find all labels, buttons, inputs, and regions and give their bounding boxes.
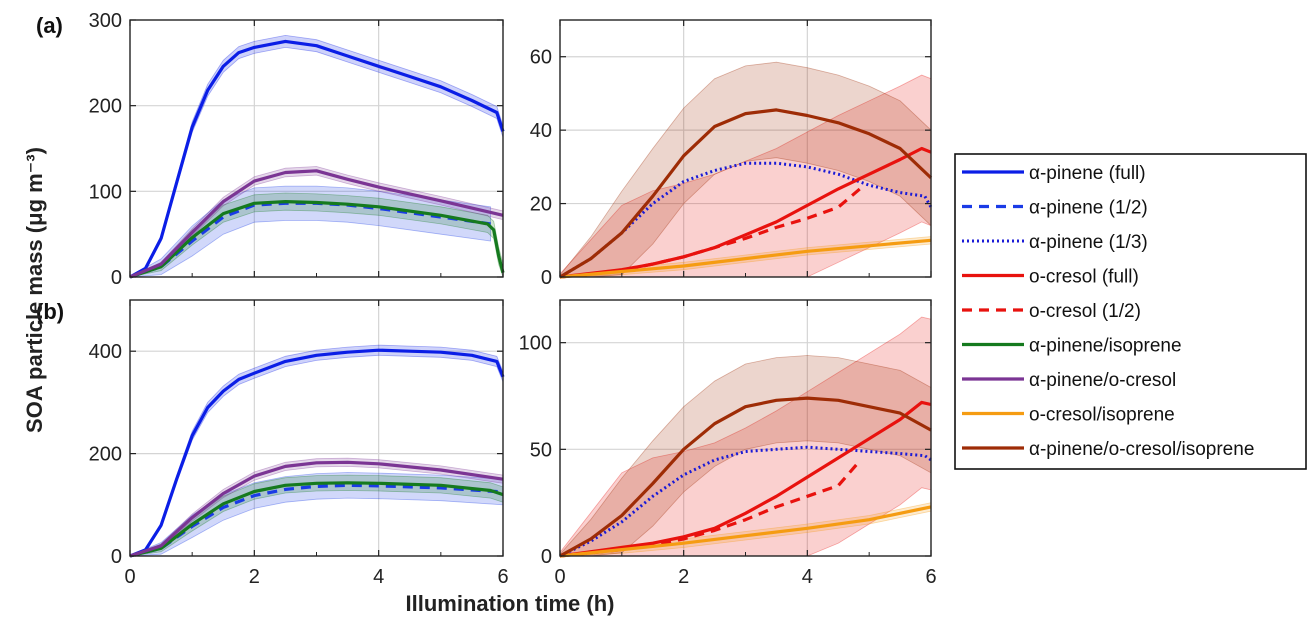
y-tick-label: 200 (89, 444, 122, 466)
series-line-oc_full (559, 400, 932, 558)
legend-label: o-cresol (1/2) (1029, 301, 1141, 322)
legend-entry-oc_iso: o-cresol/isoprene (962, 405, 1175, 426)
legend-entry-ap_oc_iso: α-pinene/o-cresol/isoprene (962, 439, 1254, 460)
y-tick-label: 200 (89, 96, 122, 118)
y-tick-label: 100 (519, 333, 552, 355)
legend-label: α-pinene/isoprene (1029, 336, 1182, 357)
legend-label: o-cresol (full) (1029, 267, 1139, 288)
x-axis-title: Illumination time (h) (406, 591, 615, 616)
legend-label: α-pinene/o-cresol/isoprene (1029, 439, 1254, 460)
legend-entry-oc_half: o-cresol (1/2) (962, 301, 1141, 322)
x-tick-label: 6 (497, 566, 508, 588)
legend-entry-ap_full: α-pinene (full) (962, 163, 1146, 184)
legend-entry-ap_half: α-pinene (1/2) (962, 198, 1148, 219)
series-line-ap_third (559, 445, 932, 558)
legend-label: α-pinene (1/2) (1029, 198, 1148, 219)
y-tick-label: 20 (530, 194, 552, 216)
y-tick-label: 0 (541, 546, 552, 568)
y-tick-label: 0 (541, 267, 552, 289)
series-line-ap_full (129, 348, 505, 558)
panel-label-b: (b) (36, 299, 64, 324)
series-line-ap_half (129, 201, 491, 279)
x-tick-label: 0 (124, 566, 135, 588)
plot-background (130, 300, 503, 556)
y-tick-label: 0 (111, 267, 122, 289)
legend-label: α-pinene (1/3) (1029, 232, 1148, 253)
series-line-ap_third (559, 161, 933, 279)
legend-label: α-pinene/o-cresol (1029, 370, 1176, 391)
y-tick-label: 50 (530, 439, 552, 461)
series-line-oc_iso (559, 505, 932, 558)
y-tick-label: 100 (89, 181, 122, 203)
series-line-ap_iso (129, 200, 505, 279)
plot-panel-1: 0 20 40 60 (530, 19, 933, 289)
legend: α-pinene (full) α-pinene (1/2) α-pinene (1… (954, 153, 1307, 470)
series-line-oc_iso (559, 238, 932, 279)
x-tick-label: 0 (554, 566, 565, 588)
legend-entry-ap_oc: α-pinene/o-cresol (962, 370, 1176, 391)
series-line-ap_oc (129, 169, 504, 279)
x-tick-label: 4 (373, 566, 384, 588)
y-axis-title: SOA particle mass (μg m⁻³) (22, 147, 47, 433)
y-tick-label: 40 (530, 120, 552, 142)
plot-panel-2: 0 2 4 6 0 200 400 (89, 299, 509, 588)
legend-items: α-pinene (full) α-pinene (1/2) α-pinene (1… (962, 163, 1254, 460)
y-tick-label: 60 (530, 47, 552, 69)
series-line-oc_full (559, 146, 932, 279)
panel-label-a: (a) (36, 13, 63, 38)
plot-panel-3: 0 2 4 6 0 50 100 (519, 299, 937, 588)
plot-panel-0: 0 100 200 300 (89, 10, 505, 289)
legend-label: o-cresol/isoprene (1029, 405, 1175, 426)
y-tick-label: 400 (89, 341, 122, 363)
legend-entry-oc_full: o-cresol (full) (962, 267, 1139, 288)
series-line-ap_oc_iso (559, 396, 932, 558)
series-line-ap_oc_iso (559, 108, 933, 279)
legend-entry-ap_third: α-pinene (1/3) (962, 232, 1148, 253)
x-tick-label: 2 (249, 566, 260, 588)
legend-entry-ap_iso: α-pinene/isoprene (962, 336, 1182, 357)
series-line-ap_oc (129, 460, 504, 558)
series-line-ap_full (129, 39, 505, 279)
x-tick-label: 2 (678, 566, 689, 588)
y-tick-label: 0 (111, 546, 122, 568)
series-line-ap_iso (129, 481, 504, 558)
y-tick-label: 300 (89, 10, 122, 32)
x-tick-label: 4 (802, 566, 813, 588)
x-tick-label: 6 (925, 566, 936, 588)
legend-label: α-pinene (full) (1029, 163, 1146, 184)
